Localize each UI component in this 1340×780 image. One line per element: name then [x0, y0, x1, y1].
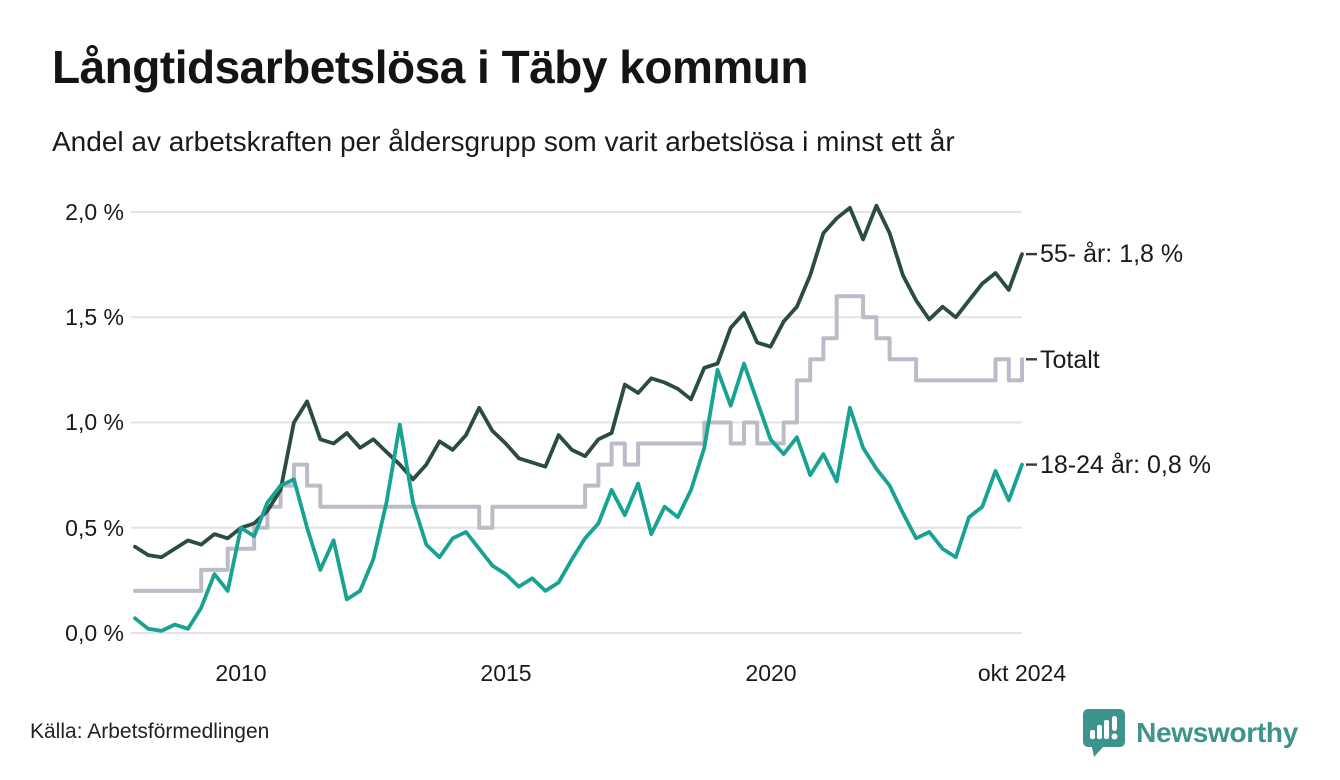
y-axis-tick-label: 0,5 %	[65, 515, 124, 541]
series-end-label-55-ar: 55- år: 1,8 %	[1040, 240, 1184, 268]
series-line-55-ar	[133, 203, 1024, 560]
y-axis-tick-label: 1,5 %	[65, 304, 124, 330]
page-subtitle: Andel av arbetskraften per åldersgrupp s…	[52, 126, 955, 157]
page-title: Långtidsarbetslösa i Täby kommun	[52, 41, 808, 93]
newsworthy-wordmark: Newsworthy	[1136, 717, 1298, 748]
series-end-label-18-24-ar: 18-24 år: 0,8 %	[1040, 451, 1211, 479]
y-axis-tick-label: 1,0 %	[65, 409, 124, 435]
newsworthy-icon	[1083, 709, 1126, 757]
series-line-18-24-ar	[133, 361, 1024, 633]
x-axis-tick-label: 2015	[480, 660, 532, 686]
source-attribution: Källa: Arbetsförmedlingen	[30, 720, 270, 743]
series-end-label-totalt: Totalt	[1040, 346, 1100, 374]
x-axis-tick-label: okt 2024	[977, 660, 1067, 686]
y-axis-tick-label: 2,0 %	[65, 199, 124, 225]
x-axis-tick-label: 2020	[745, 660, 797, 686]
newsworthy-logo: Newsworthy	[1082, 708, 1298, 758]
x-axis-tick-label: 2010	[215, 660, 267, 686]
y-axis-tick-label: 0,0 %	[65, 620, 124, 646]
